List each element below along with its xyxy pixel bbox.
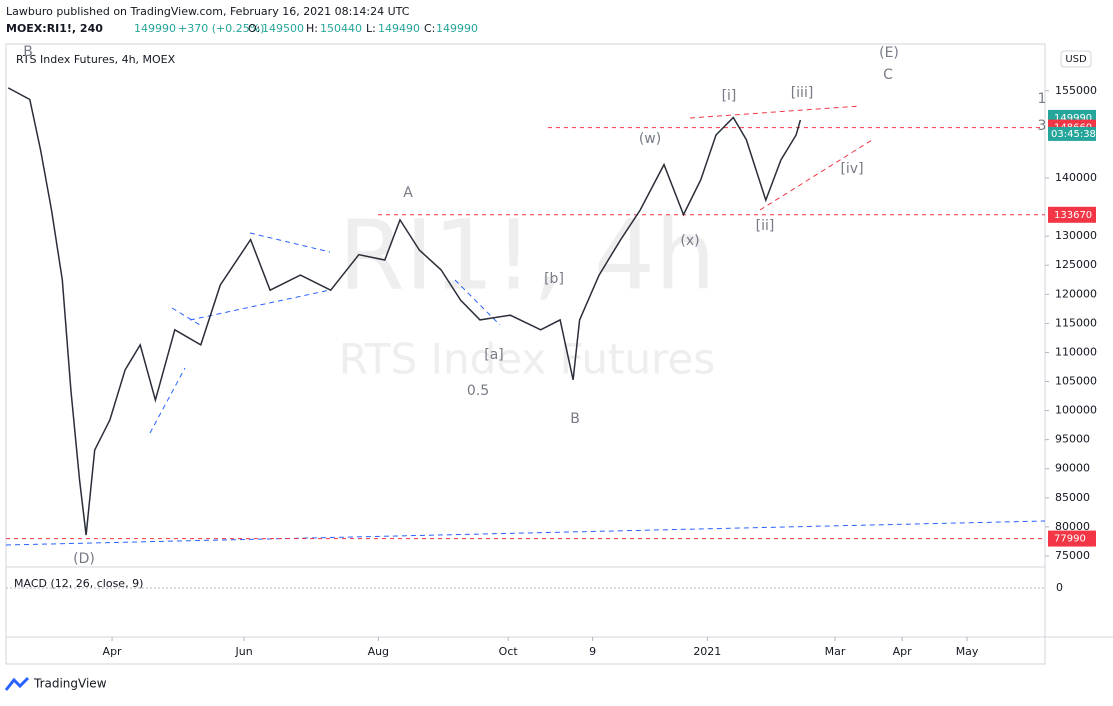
footer: TradingView xyxy=(33,677,107,691)
wave-label: 0.5 xyxy=(467,383,489,399)
trend-line xyxy=(5,520,1046,546)
y-tick-label: 100000 xyxy=(1055,404,1097,417)
publisher: Lawburo published on TradingView.com, Fe… xyxy=(6,5,410,18)
logo xyxy=(4,676,30,691)
wave-label: [a] xyxy=(484,347,504,363)
trend-line xyxy=(189,289,331,321)
x-tick-label: May xyxy=(956,645,979,658)
watermark: RTS Index Futures xyxy=(339,335,715,384)
currency[interactable]: USD xyxy=(1065,54,1087,65)
trend-line xyxy=(689,105,861,119)
wave-label: B xyxy=(570,411,580,427)
h-label: H: xyxy=(306,22,318,35)
price-tag-label: 149990 xyxy=(1054,113,1092,124)
y-tick-label: 120000 xyxy=(1055,287,1097,300)
countdown: 03:45:38 xyxy=(1051,129,1096,140)
x-tick-label: Apr xyxy=(103,645,123,658)
l-label: L: xyxy=(366,22,376,35)
y-tick-label: 75000 xyxy=(1055,549,1090,562)
wave-label: [ii] xyxy=(756,218,775,234)
y-tick-label: 140000 xyxy=(1055,171,1097,184)
wave-label: (x) xyxy=(680,233,699,249)
trend-line xyxy=(171,307,201,326)
chart-title: RTS Index Futures, 4h, MOEX xyxy=(16,53,176,66)
countdown-box xyxy=(1048,126,1096,141)
wave-label: (w) xyxy=(639,131,661,147)
wave-label: B xyxy=(23,44,33,60)
macd-zero-label: 0 xyxy=(1056,581,1063,594)
price-tag-label: 77990 xyxy=(1054,534,1086,545)
wave-label: 3 xyxy=(1038,118,1047,134)
wave-label: [iv] xyxy=(840,161,863,177)
y-tick-label: 95000 xyxy=(1055,433,1090,446)
y-tick-label: 90000 xyxy=(1055,462,1090,475)
x-tick-label: 9 xyxy=(589,645,596,658)
x-tick-label: Jun xyxy=(235,645,253,658)
price-line xyxy=(7,87,802,536)
x-tick-label: Oct xyxy=(499,645,519,658)
trend-line xyxy=(759,139,873,211)
trend-line xyxy=(149,367,186,434)
last: 149990 xyxy=(134,22,176,35)
y-tick-label: 125000 xyxy=(1055,258,1097,271)
watermark: RI1!, 4h xyxy=(338,199,716,311)
price-tag xyxy=(1048,206,1096,223)
y-tick-label: 115000 xyxy=(1055,316,1097,329)
c: 149990 xyxy=(436,22,478,35)
symbol: MOEX:RI1!, 240 xyxy=(6,22,103,35)
y-tick-label: 85000 xyxy=(1055,491,1090,504)
o: 149500 xyxy=(262,22,304,35)
x-tick-label: Apr xyxy=(893,645,913,658)
change: +370 (+0.25%) xyxy=(178,22,264,35)
wave-label: (D) xyxy=(73,551,95,567)
x-tick-label: Mar xyxy=(825,645,846,658)
y-tick-label: 155000 xyxy=(1055,84,1097,97)
wave-label: (E) xyxy=(879,45,899,61)
wave-label: C xyxy=(883,67,893,83)
wave-label: A xyxy=(403,185,413,201)
y-tick-label: 105000 xyxy=(1055,375,1097,388)
wave-label: [i] xyxy=(722,88,737,104)
l: 149490 xyxy=(378,22,420,35)
currency-box[interactable] xyxy=(1060,50,1092,68)
y-tick-label: 130000 xyxy=(1055,229,1097,242)
wave-label: 1 xyxy=(1038,91,1047,107)
macd-title: MACD (12, 26, close, 9) xyxy=(14,577,143,590)
y-tick-label: 110000 xyxy=(1055,345,1097,358)
o-label: O: xyxy=(248,22,260,35)
trend-line xyxy=(249,232,331,253)
x-tick-label: 2021 xyxy=(693,645,721,658)
y-tick-label: 80000 xyxy=(1055,520,1090,533)
price-tag-label: 133670 xyxy=(1054,210,1092,221)
x-tick-label: Aug xyxy=(368,645,389,658)
price-tag xyxy=(1048,530,1096,547)
c-label: C: xyxy=(424,22,435,35)
h: 150440 xyxy=(320,22,362,35)
trend-line xyxy=(454,279,501,326)
wave-label: [iii] xyxy=(791,85,814,101)
wave-label: [b] xyxy=(544,271,564,287)
